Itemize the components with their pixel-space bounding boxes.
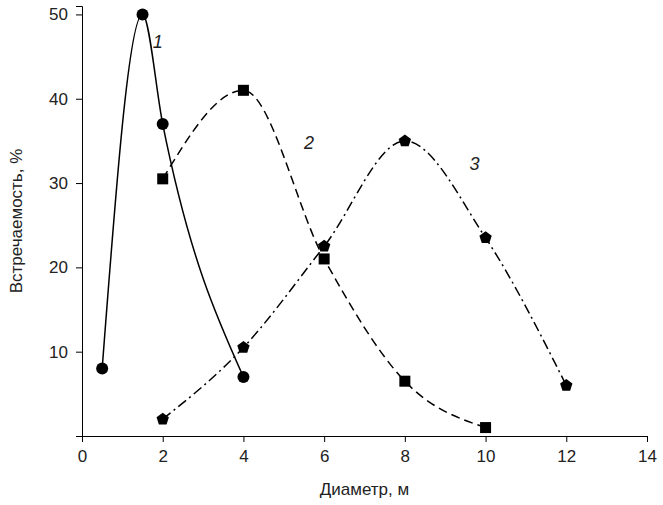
y-tick-label: 20 (49, 258, 68, 277)
y-tick-label: 10 (49, 343, 68, 362)
y-tick-mark (76, 352, 82, 353)
x-tick-mark (243, 436, 244, 442)
y-axis: 10 20 30 40 50 (49, 5, 82, 436)
series-marker (480, 422, 491, 433)
series-marker (318, 240, 330, 252)
y-axis-title: Встречаемость, % (7, 149, 26, 294)
x-axis: 0 2 4 6 8 10 12 14 (78, 436, 657, 466)
series-marker (157, 173, 168, 184)
series-marker (319, 253, 330, 264)
x-tick-label: 12 (557, 447, 576, 466)
series-marker (560, 379, 572, 391)
x-tick-mark (405, 436, 406, 442)
x-tick: 6 (320, 436, 329, 466)
x-tick: 8 (401, 436, 410, 466)
series-marker (479, 231, 491, 243)
curve-label: 2 (303, 133, 314, 153)
plot-area (96, 8, 572, 433)
y-tick-mark (76, 99, 82, 100)
series-marker (137, 8, 149, 20)
y-tick-mark (76, 183, 82, 184)
y-tick: 30 (49, 174, 82, 193)
y-tick: 10 (49, 343, 82, 362)
series-line (163, 141, 567, 419)
x-tick-mark (566, 436, 567, 442)
series-marker (237, 341, 249, 353)
x-tick-label: 0 (78, 447, 87, 466)
y-tick-label: 40 (49, 90, 68, 109)
x-tick-label: 2 (158, 447, 167, 466)
x-tick-mark (163, 436, 164, 442)
x-tick: 0 (78, 436, 87, 466)
curve-label: 3 (469, 154, 479, 174)
series-marker (157, 413, 169, 425)
series-marker (157, 118, 169, 130)
x-tick-label: 14 (638, 447, 657, 466)
series-marker (238, 85, 249, 96)
x-axis-title: Диаметр, м (320, 480, 409, 499)
x-tick: 14 (638, 436, 657, 466)
x-axis-line (83, 437, 648, 443)
y-tick: 50 (49, 5, 82, 24)
x-tick-mark (647, 436, 648, 442)
x-tick-label: 4 (239, 447, 248, 466)
series-marker (237, 371, 249, 383)
y-tick: 20 (49, 258, 82, 277)
series-marker (96, 363, 108, 375)
y-tick-mark (76, 267, 82, 268)
x-tick-mark (486, 436, 487, 442)
x-tick: 12 (557, 436, 576, 466)
x-tick: 10 (477, 436, 496, 466)
y-tick: 40 (49, 90, 82, 109)
x-tick-label: 6 (320, 447, 329, 466)
y-axis-line (76, 7, 83, 437)
x-tick-label: 8 (401, 447, 410, 466)
series-marker (399, 376, 410, 387)
series-line (102, 14, 243, 377)
series-line (163, 90, 486, 427)
y-tick-label: 50 (49, 5, 68, 24)
x-tick-label: 10 (477, 447, 496, 466)
chart: 024681012141020304050Диаметр, мВстречаем… (0, 0, 663, 505)
series-marker (399, 134, 411, 146)
y-tick-mark (76, 14, 82, 15)
curve-label: 1 (153, 32, 163, 52)
x-tick: 2 (158, 436, 167, 466)
x-tick-mark (324, 436, 325, 442)
y-tick-label: 30 (49, 174, 68, 193)
x-tick: 4 (239, 436, 248, 466)
